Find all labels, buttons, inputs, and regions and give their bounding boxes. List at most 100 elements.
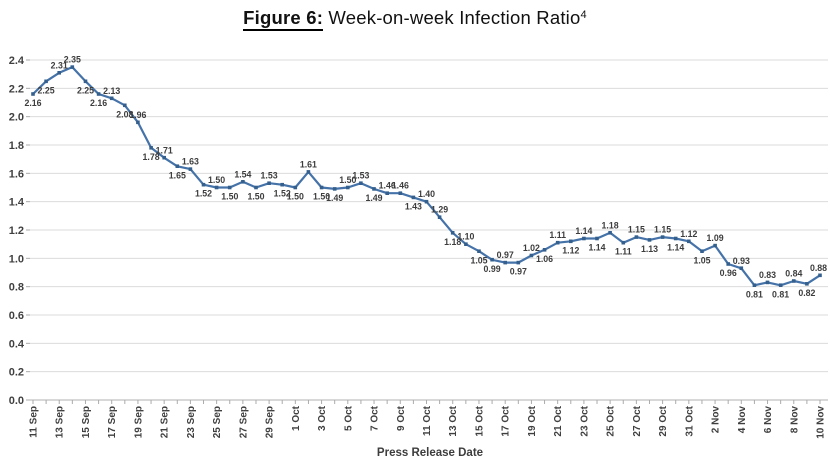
y-axis-tick-label: 1.8: [9, 140, 24, 152]
data-point-marker: [634, 235, 639, 239]
x-axis-tick-label: 21 Sep: [160, 406, 171, 438]
data-point-label: 1.50: [208, 175, 225, 185]
data-point-label: 0.83: [759, 270, 776, 280]
data-point-label: 0.96: [720, 268, 737, 278]
data-point-label: 1.78: [143, 152, 160, 162]
data-point-label: 2.13: [103, 86, 120, 96]
y-axis-tick-label: 0.6: [9, 310, 24, 322]
data-point-marker: [31, 92, 35, 96]
data-point-label: 1.53: [352, 171, 369, 181]
data-point-marker: [621, 240, 626, 245]
y-axis-tick-label: 0.8: [9, 282, 24, 294]
data-point-marker: [254, 185, 258, 190]
chart-title: Figure 6: Week-on-week Infection Ratio4: [0, 7, 830, 31]
gridlines-layer: [30, 59, 828, 373]
data-point-label: 0.99: [484, 264, 501, 274]
x-axis-title: Press Release Date: [377, 447, 483, 459]
x-axis-tick-label: 10 Nov: [816, 406, 827, 439]
data-point-marker: [83, 79, 88, 84]
data-point-label: 2.25: [38, 85, 55, 95]
data-point-marker: [477, 249, 481, 253]
x-axis-tick-label: 11 Oct: [422, 405, 433, 436]
data-point-label: 1.18: [602, 220, 619, 230]
data-point-label: 1.65: [169, 170, 186, 180]
data-point-marker: [214, 185, 219, 190]
data-point-marker: [726, 262, 730, 266]
data-point-marker: [818, 273, 822, 278]
data-point-label: 1.46: [392, 181, 409, 191]
data-point-label: 1.13: [641, 244, 658, 254]
data-point-marker: [490, 257, 494, 262]
data-point-marker: [687, 239, 691, 244]
x-axis-tick-label: 5 Oct: [343, 405, 354, 431]
data-point-marker: [424, 199, 429, 204]
data-point-marker: [765, 280, 770, 285]
data-point-label: 1.46: [379, 181, 396, 191]
y-axis-tick-label: 0.2: [9, 367, 24, 379]
data-point-marker: [372, 187, 376, 191]
data-point-label: 0.93: [733, 256, 750, 266]
data-point-label: 1.96: [129, 110, 146, 120]
data-point-marker: [241, 180, 245, 184]
data-point-marker: [647, 238, 652, 242]
data-point-label: 1.14: [588, 243, 605, 253]
data-point-label: 1.50: [287, 192, 304, 202]
y-axis-tick-label: 1.6: [9, 168, 24, 180]
x-axis-tick-label: 21 Oct: [553, 405, 564, 436]
x-axis-tick-label: 25 Sep: [212, 406, 223, 438]
y-axis-tick-label: 2.0: [9, 112, 24, 124]
data-point-marker: [450, 231, 455, 235]
x-axis-tick-label: 9 Oct: [396, 405, 407, 431]
data-point-label: 0.97: [510, 267, 527, 277]
data-point-marker: [398, 191, 403, 195]
x-axis-tick-label: 19 Sep: [133, 406, 144, 438]
x-axis-tick-label: 3 Oct: [317, 405, 328, 431]
data-point-label: 1.43: [405, 201, 422, 211]
data-point-marker: [136, 120, 140, 125]
data-point-label: 1.52: [195, 189, 212, 199]
x-axis-tick-label: 17 Sep: [107, 406, 118, 438]
y-axis-tick-label: 0.4: [9, 338, 25, 350]
data-point-label: 1.40: [418, 189, 435, 199]
data-point-label: 0.88: [810, 263, 827, 273]
data-point-label: 1.14: [575, 226, 592, 236]
data-point-marker: [660, 235, 665, 239]
data-point-marker: [188, 167, 193, 171]
data-point-marker: [267, 181, 271, 185]
series-layer: [31, 65, 822, 287]
data-point-marker: [582, 236, 586, 241]
data-point-marker: [306, 170, 311, 174]
data-point-marker: [778, 283, 783, 287]
data-point-marker: [332, 187, 337, 191]
data-point-label: 1.54: [234, 169, 251, 179]
data-point-label: 1.02: [523, 243, 540, 253]
y-axis-tick-label: 2.4: [9, 55, 25, 67]
data-point-marker: [359, 181, 363, 185]
data-point-marker: [162, 155, 166, 160]
y-axis-tick-label: 0.0: [9, 395, 24, 407]
x-axis-tick-label: 6 Nov: [763, 406, 774, 434]
data-point-label: 1.71: [156, 145, 173, 155]
data-point-label: 1.10: [457, 232, 474, 242]
data-point-marker: [385, 191, 389, 195]
data-point-label: 2.31: [51, 60, 68, 70]
x-axis-tick-label: 8 Nov: [789, 406, 800, 434]
data-point-label: 1.50: [339, 175, 356, 185]
x-axis-tick-label: 27 Sep: [238, 406, 249, 438]
data-point-marker: [319, 185, 324, 190]
data-point-label: 2.35: [64, 55, 81, 65]
data-point-marker: [595, 236, 599, 241]
data-point-marker: [569, 239, 573, 244]
data-point-label: 1.15: [628, 225, 645, 235]
data-point-marker: [608, 231, 612, 235]
data-point-label: 1.61: [300, 159, 317, 169]
data-point-marker: [96, 92, 101, 96]
y-axis-tick-label: 1.2: [9, 225, 24, 237]
x-axis-tick-label: 31 Oct: [684, 405, 695, 436]
data-point-marker: [516, 260, 521, 265]
x-axis-tick-label: 27 Oct: [632, 405, 643, 436]
x-axis-tick-label: 1 Oct: [291, 405, 302, 431]
data-point-label: 2.16: [24, 98, 41, 108]
data-point-marker: [673, 236, 678, 241]
